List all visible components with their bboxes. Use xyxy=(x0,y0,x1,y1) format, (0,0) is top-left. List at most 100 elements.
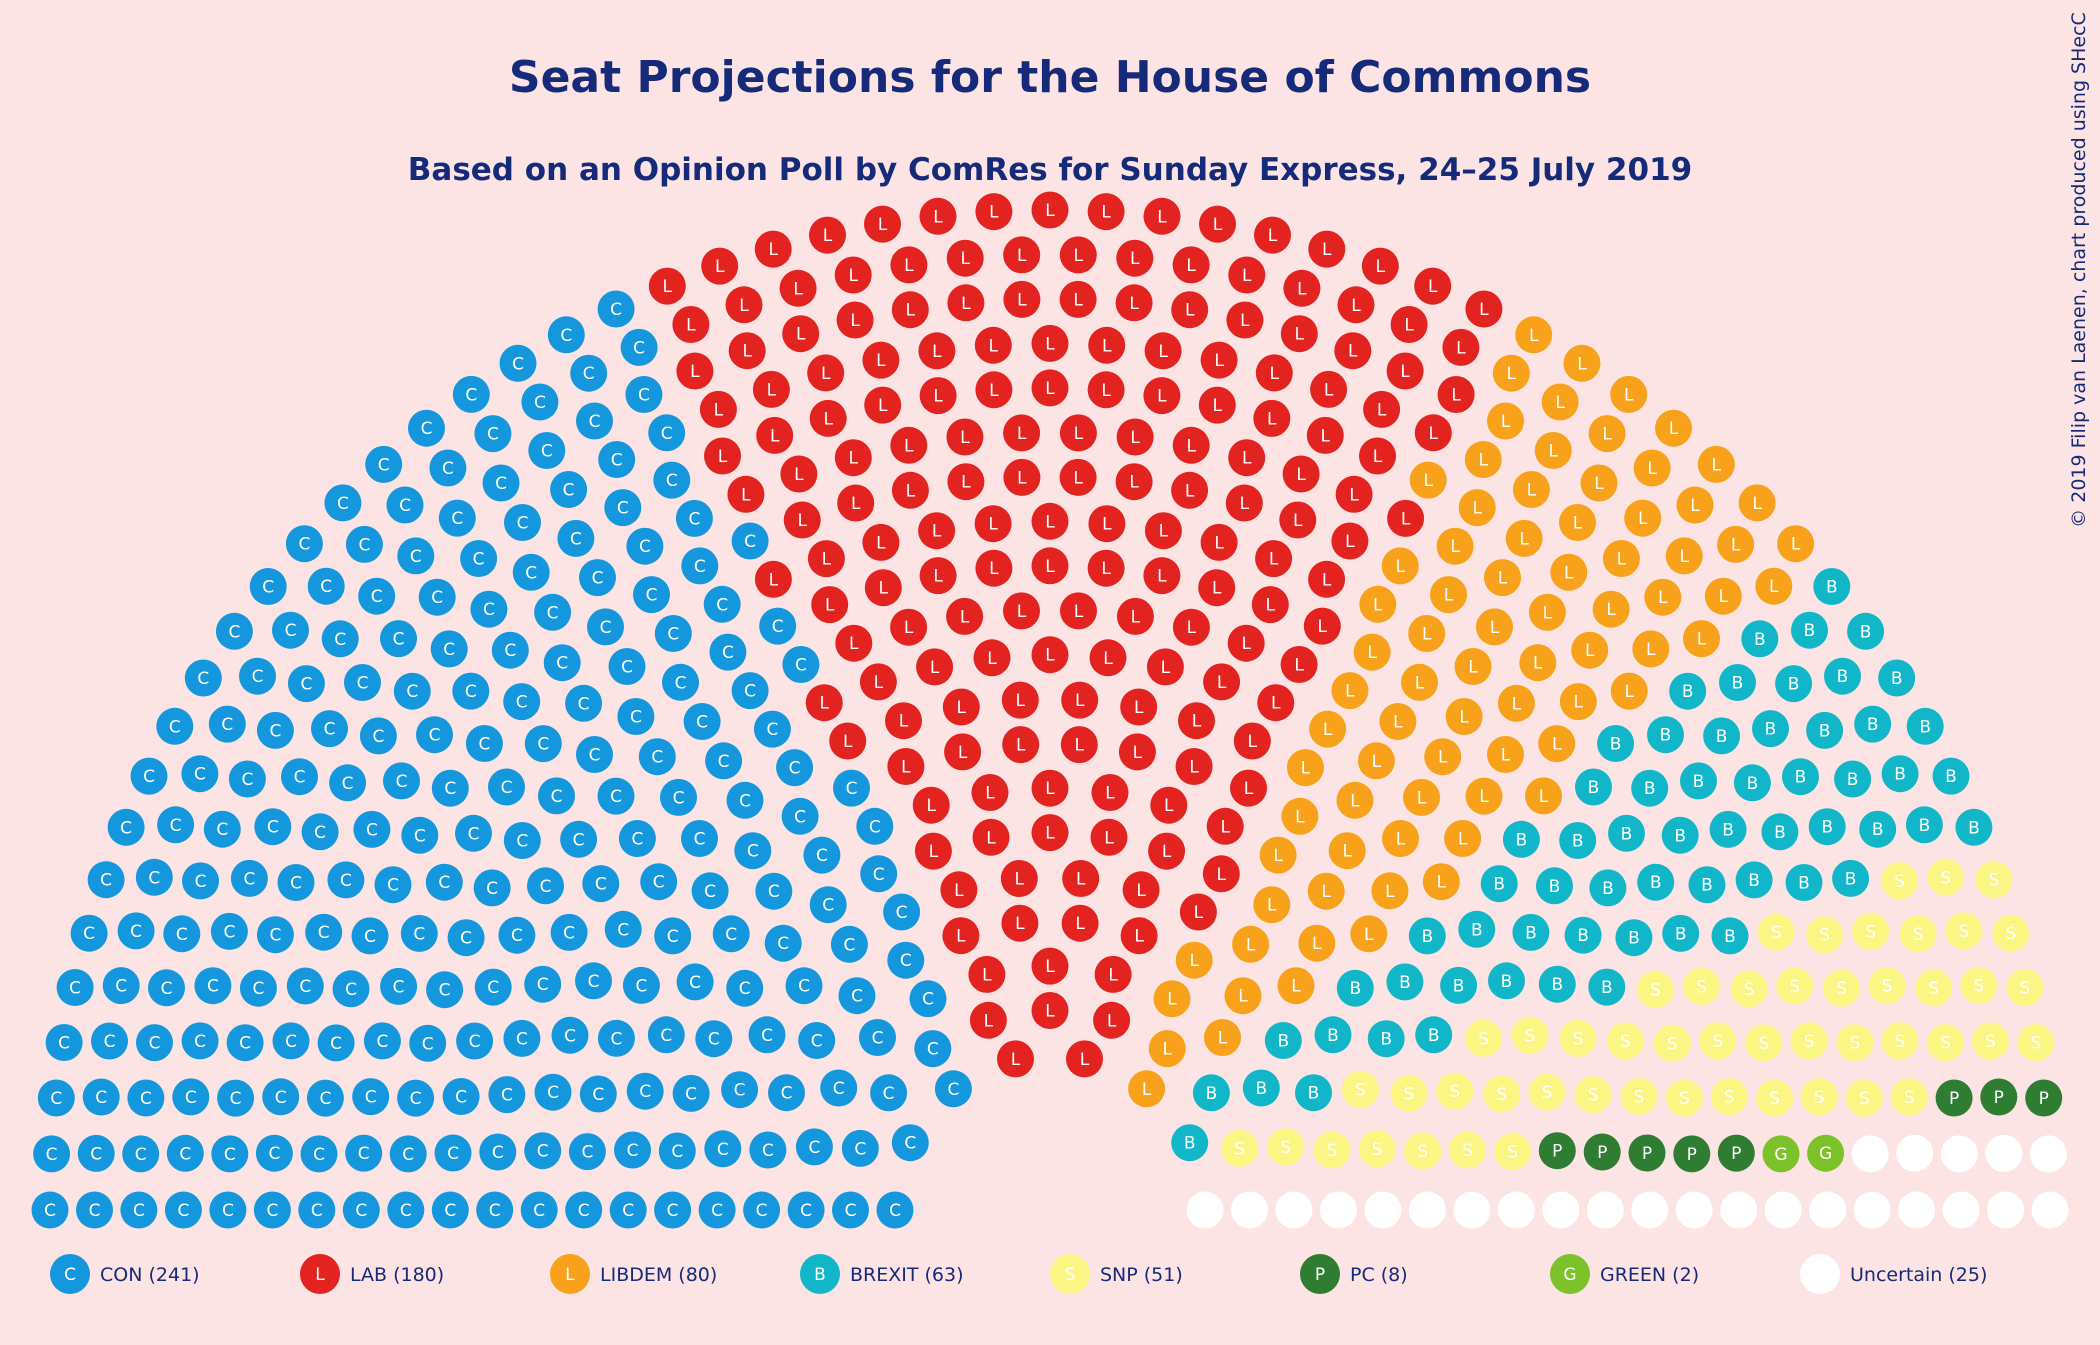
seat-uncertain xyxy=(1809,1191,1847,1229)
svg-text:L: L xyxy=(1157,567,1167,587)
seat-snp: S xyxy=(1975,861,2013,899)
seat-libdem: L xyxy=(1259,836,1297,874)
seat-con: C xyxy=(534,593,572,631)
seat-snp: S xyxy=(1868,967,1906,1005)
seat-snp: S xyxy=(1465,1019,1503,1057)
seat-libdem: L xyxy=(1409,461,1447,499)
svg-text:S: S xyxy=(1372,1140,1383,1160)
svg-text:L: L xyxy=(819,694,829,714)
svg-text:B: B xyxy=(1837,667,1849,687)
svg-text:G: G xyxy=(1774,1145,1787,1165)
svg-text:C: C xyxy=(439,981,451,1001)
seat-uncertain xyxy=(1985,1134,2023,1172)
seat-lab: L xyxy=(919,377,957,415)
svg-text:C: C xyxy=(653,873,665,893)
svg-text:S: S xyxy=(1478,1029,1489,1049)
seat-con: C xyxy=(524,1132,562,1170)
seat-con: C xyxy=(705,742,743,780)
svg-text:C: C xyxy=(504,641,516,661)
seat-lab: L xyxy=(1359,437,1396,475)
svg-text:L: L xyxy=(1512,694,1522,714)
svg-text:L: L xyxy=(1401,509,1411,529)
seat-con: C xyxy=(648,414,686,452)
svg-text:L: L xyxy=(1769,577,1779,597)
svg-text:C: C xyxy=(406,682,418,702)
svg-text:C: C xyxy=(318,923,330,943)
svg-text:L: L xyxy=(1101,203,1111,223)
seat-con: C xyxy=(482,464,520,502)
svg-text:G: G xyxy=(1819,1144,1832,1164)
seat-libdem: L xyxy=(1704,577,1742,615)
svg-text:L: L xyxy=(1564,563,1574,583)
svg-text:P: P xyxy=(1315,1265,1325,1285)
seat-con: C xyxy=(672,1074,710,1112)
svg-text:L: L xyxy=(565,1265,575,1285)
svg-text:L: L xyxy=(906,481,916,501)
seat-lab: L xyxy=(725,286,763,324)
seat-lab: L xyxy=(1179,893,1217,931)
svg-text:L: L xyxy=(1529,326,1539,346)
svg-text:C: C xyxy=(161,979,173,999)
seat-lab: L xyxy=(701,247,739,285)
svg-text:C: C xyxy=(239,1034,251,1054)
seat-lab: L xyxy=(1200,341,1238,379)
seat-libdem: L xyxy=(1281,797,1319,835)
seat-con: C xyxy=(557,519,595,557)
svg-text:S: S xyxy=(2031,1034,2042,1054)
svg-text:L: L xyxy=(1364,925,1374,945)
seat-con: C xyxy=(164,1191,202,1229)
seat-con: C xyxy=(860,855,898,893)
seat-con: C xyxy=(662,663,699,701)
seat-uncertain xyxy=(1364,1191,1402,1229)
svg-text:S: S xyxy=(1959,922,1970,942)
svg-text:C: C xyxy=(739,979,751,999)
seat-lab: L xyxy=(1031,324,1069,362)
svg-text:L: L xyxy=(1372,752,1382,772)
seat-lab: L xyxy=(1279,501,1317,539)
svg-text:L: L xyxy=(315,1265,325,1285)
svg-text:L: L xyxy=(987,649,997,669)
seat-snp: S xyxy=(1881,862,1918,900)
seat-con: C xyxy=(721,1071,759,1109)
seat-lab: L xyxy=(862,523,900,561)
svg-text:L: L xyxy=(742,342,752,362)
seat-con: C xyxy=(434,1134,472,1172)
svg-text:C: C xyxy=(547,603,559,623)
seat-libdem: L xyxy=(1328,832,1366,870)
seat-con: C xyxy=(620,328,658,366)
seat-uncertain xyxy=(1497,1191,1535,1229)
seat-libdem: L xyxy=(1422,863,1460,901)
svg-text:L: L xyxy=(1107,1011,1117,1031)
svg-text:C: C xyxy=(465,682,477,702)
seat-con: C xyxy=(654,917,692,955)
svg-text:S: S xyxy=(1789,977,1800,997)
svg-text:C: C xyxy=(69,979,81,999)
svg-text:L: L xyxy=(1267,409,1277,429)
svg-text:C: C xyxy=(718,752,730,772)
seat-uncertain xyxy=(1987,1191,2024,1229)
seat-snp: S xyxy=(1960,967,1998,1005)
svg-text:B: B xyxy=(1732,674,1744,694)
svg-text:L: L xyxy=(797,511,807,531)
svg-text:C: C xyxy=(177,1201,189,1221)
svg-text:L: L xyxy=(899,712,909,732)
svg-text:G: G xyxy=(1563,1265,1576,1285)
svg-text:L: L xyxy=(1136,881,1146,901)
svg-text:C: C xyxy=(115,977,127,997)
svg-text:B: B xyxy=(1821,818,1833,838)
svg-text:L: L xyxy=(1404,316,1414,336)
svg-text:C: C xyxy=(294,768,306,788)
svg-text:L: L xyxy=(1105,784,1115,804)
seat-lab: L xyxy=(648,267,686,305)
seat-con: C xyxy=(416,716,453,754)
seat-brexit: B xyxy=(1564,916,1602,954)
seat-pc: P xyxy=(1717,1134,1755,1172)
seat-lab: L xyxy=(1090,818,1128,856)
svg-text:L: L xyxy=(960,607,970,627)
seat-con: C xyxy=(300,1135,338,1173)
seat-snp: S xyxy=(1852,912,1890,950)
seat-lab: L xyxy=(1143,197,1181,235)
svg-text:B: B xyxy=(1788,675,1800,695)
seat-lab: L xyxy=(837,484,875,522)
svg-text:L: L xyxy=(825,596,835,616)
